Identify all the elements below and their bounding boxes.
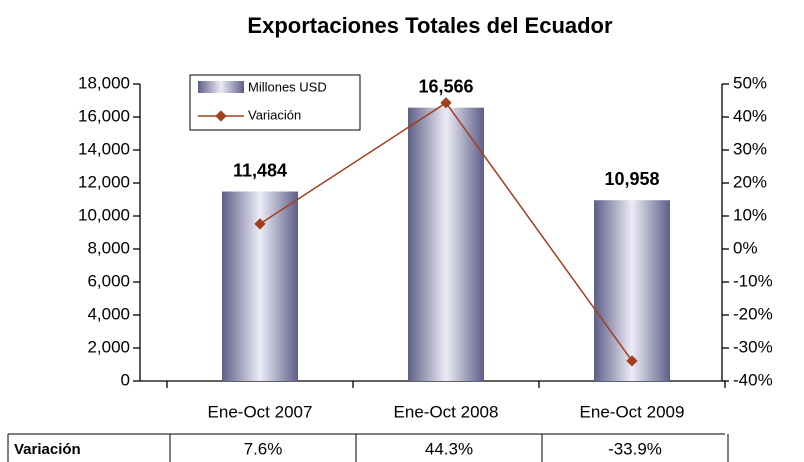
y-tick-label: 0 — [121, 370, 130, 389]
y-tick-label: 10,000 — [78, 205, 130, 224]
table-row-header: Variación — [14, 441, 81, 458]
legend-swatch — [198, 81, 244, 93]
data-label: 10,958 — [604, 169, 659, 189]
legend-label: Millones USD — [248, 79, 327, 94]
y2-tick-label: 10% — [733, 205, 767, 224]
y2-tick-label: -20% — [733, 304, 773, 323]
y-tick-label: 2,000 — [87, 337, 130, 356]
y2-tick-label: 50% — [733, 73, 767, 92]
y-tick-label: 12,000 — [78, 172, 130, 191]
table-cell: -33.9% — [608, 439, 662, 458]
y-tick-label: 4,000 — [87, 304, 130, 323]
y-tick-label: 6,000 — [87, 271, 130, 290]
x-tick-label: Ene-Oct 2007 — [208, 402, 313, 421]
bar — [594, 200, 670, 381]
data-label: 16,566 — [418, 76, 473, 96]
y2-tick-label: -40% — [733, 370, 773, 389]
y2-tick-label: 0% — [733, 238, 758, 257]
bar — [408, 107, 484, 381]
marker — [440, 97, 452, 109]
y-tick-label: 8,000 — [87, 238, 130, 257]
x-tick-label: Ene-Oct 2008 — [394, 402, 499, 421]
marker — [626, 355, 638, 367]
legend-label: Variación — [248, 107, 301, 122]
y2-tick-label: 40% — [733, 106, 767, 125]
y2-tick-label: 30% — [733, 139, 767, 158]
x-tick-label: Ene-Oct 2009 — [580, 402, 685, 421]
y2-tick-label: 20% — [733, 172, 767, 191]
y2-tick-label: -30% — [733, 337, 773, 356]
data-label: 11,484 — [233, 160, 287, 180]
y-tick-label: 14,000 — [78, 139, 130, 158]
y-tick-label: 18,000 — [78, 73, 130, 92]
legend: Millones USD Variación — [189, 74, 361, 131]
y2-tick-label: -10% — [733, 271, 773, 290]
chart-title: Exportaciones Totales del Ecuador — [247, 13, 613, 38]
table-cell: 44.3% — [425, 439, 473, 458]
marker — [254, 218, 266, 230]
y-tick-label: 16,000 — [78, 106, 130, 125]
table-cell: 7.6% — [244, 439, 283, 458]
